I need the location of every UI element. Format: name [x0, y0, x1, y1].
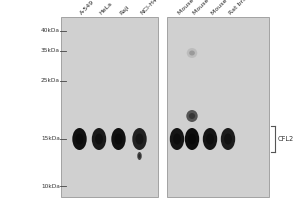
Ellipse shape [92, 128, 106, 150]
Ellipse shape [224, 134, 232, 144]
Text: HeLa: HeLa [99, 1, 114, 16]
Text: Mouse kidney: Mouse kidney [210, 0, 244, 16]
Ellipse shape [95, 134, 103, 144]
Ellipse shape [221, 128, 235, 150]
Ellipse shape [76, 134, 83, 144]
Bar [61, 17, 158, 197]
Ellipse shape [170, 128, 184, 150]
Text: NCI-H460: NCI-H460 [140, 0, 164, 16]
Ellipse shape [186, 110, 198, 122]
Text: 10kDa: 10kDa [41, 184, 60, 188]
Ellipse shape [187, 48, 197, 58]
Ellipse shape [72, 128, 87, 150]
Ellipse shape [188, 134, 196, 144]
Ellipse shape [173, 134, 181, 144]
Text: Rat brain: Rat brain [228, 0, 252, 16]
Ellipse shape [111, 128, 126, 150]
Bar [167, 17, 268, 197]
Text: Mouse skeletal muscle: Mouse skeletal muscle [192, 0, 246, 16]
Text: 15kDa: 15kDa [41, 136, 60, 142]
Text: CFL2: CFL2 [278, 136, 294, 142]
Text: 35kDa: 35kDa [41, 48, 60, 53]
Ellipse shape [203, 128, 217, 150]
Text: A-549: A-549 [80, 0, 96, 16]
Ellipse shape [137, 152, 142, 160]
Text: Mouse heart: Mouse heart [177, 0, 208, 16]
Text: Raji: Raji [118, 4, 130, 16]
Text: 40kDa: 40kDa [41, 28, 60, 33]
Ellipse shape [132, 128, 147, 150]
Ellipse shape [138, 154, 141, 158]
Ellipse shape [136, 134, 143, 144]
Ellipse shape [189, 50, 195, 55]
Ellipse shape [185, 128, 199, 150]
Ellipse shape [206, 134, 214, 144]
Text: 25kDa: 25kDa [41, 78, 60, 84]
Ellipse shape [189, 113, 195, 119]
Ellipse shape [115, 134, 122, 144]
